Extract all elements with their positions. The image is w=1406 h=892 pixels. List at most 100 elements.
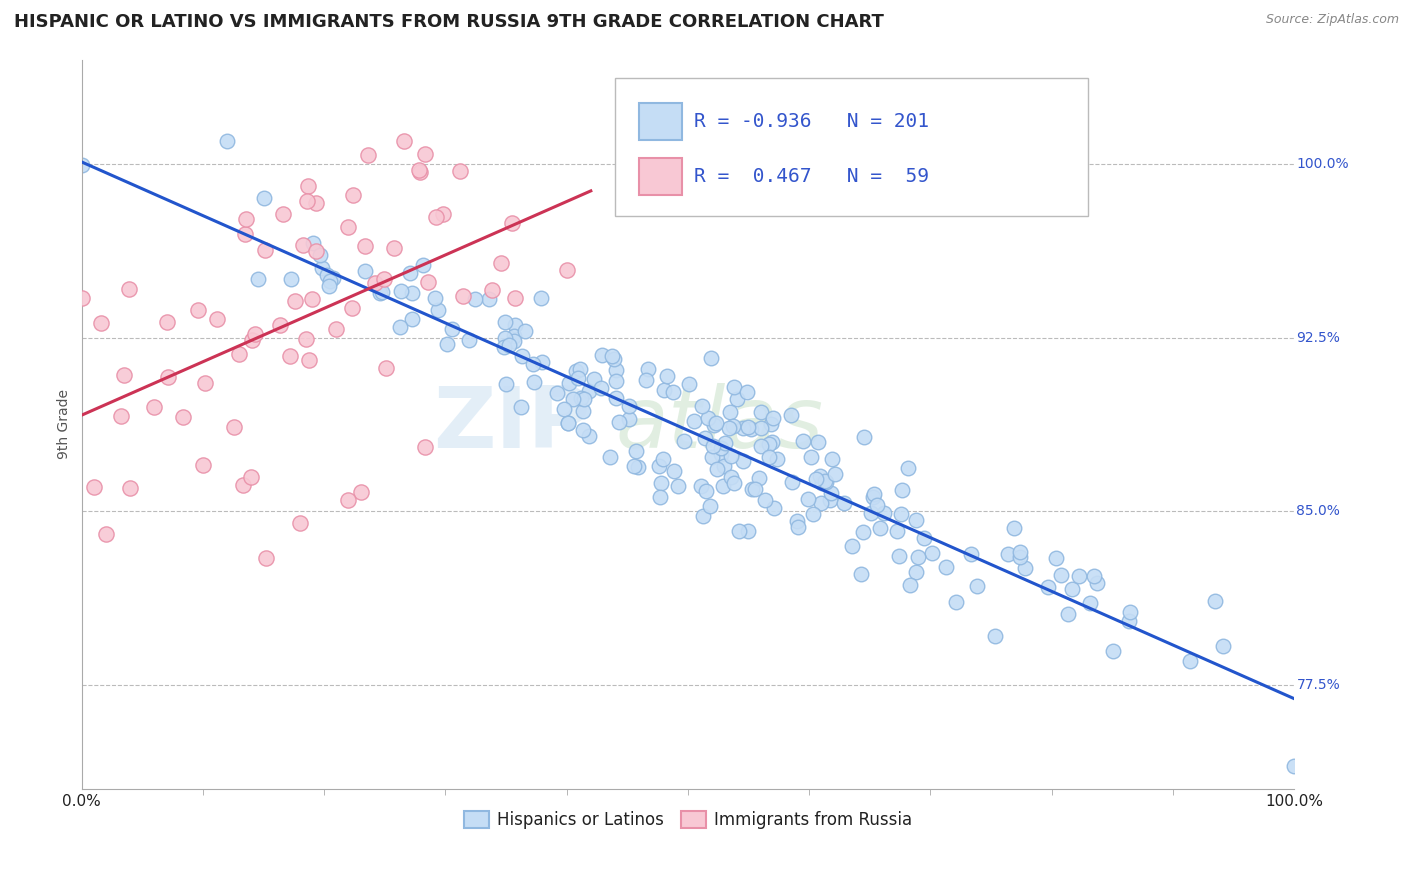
Point — [510, 349, 533, 363]
Point — [1212, 640, 1234, 654]
Text: ZIP: ZIP — [433, 383, 591, 466]
Point — [1180, 654, 1202, 668]
Point — [808, 468, 831, 483]
Point — [398, 266, 420, 280]
Point — [690, 399, 713, 413]
Point — [713, 458, 735, 473]
Point — [678, 377, 700, 392]
Point — [501, 216, 523, 230]
Point — [316, 268, 339, 282]
Point — [425, 210, 447, 224]
Point — [737, 524, 759, 539]
Point — [292, 237, 315, 252]
Point — [759, 417, 782, 431]
Point — [205, 312, 228, 326]
Point — [740, 422, 762, 436]
Point — [886, 524, 908, 538]
Point — [423, 291, 446, 305]
Point — [664, 464, 686, 478]
Point — [531, 355, 554, 369]
Point — [1038, 580, 1060, 594]
Point — [233, 227, 256, 241]
Point — [357, 148, 380, 162]
Point — [157, 370, 180, 384]
Point — [780, 408, 803, 422]
Text: R =  0.467   N =  59: R = 0.467 N = 59 — [695, 167, 929, 186]
Point — [143, 400, 166, 414]
Point — [650, 475, 672, 490]
Point — [489, 256, 512, 270]
Point — [408, 163, 430, 178]
Point — [503, 318, 526, 332]
Point — [801, 507, 824, 521]
Point — [710, 447, 733, 461]
Point — [859, 506, 882, 520]
Point — [723, 475, 745, 490]
Point — [494, 315, 516, 329]
Point — [623, 459, 645, 474]
Point — [253, 191, 276, 205]
Text: atlas: atlas — [614, 383, 823, 466]
Point — [810, 496, 832, 510]
Point — [737, 420, 759, 434]
Point — [792, 434, 814, 448]
Text: 85.0%: 85.0% — [1296, 504, 1340, 518]
Text: 92.5%: 92.5% — [1296, 331, 1340, 344]
Point — [786, 520, 808, 534]
Point — [744, 482, 766, 496]
Y-axis label: 9th Grade: 9th Grade — [58, 390, 72, 459]
Point — [319, 274, 342, 288]
Point — [605, 391, 627, 405]
Point — [800, 450, 823, 465]
Point — [502, 328, 524, 343]
Point — [1060, 582, 1083, 596]
Point — [997, 547, 1019, 561]
FancyBboxPatch shape — [640, 158, 682, 194]
Point — [887, 549, 910, 563]
Point — [353, 263, 375, 277]
Point — [728, 524, 751, 538]
Point — [1014, 561, 1036, 575]
Point — [494, 331, 516, 345]
Point — [766, 451, 789, 466]
Legend: Hispanics or Latinos, Immigrants from Russia: Hispanics or Latinos, Immigrants from Ru… — [457, 804, 918, 836]
Point — [288, 516, 311, 530]
Point — [711, 479, 734, 493]
Point — [699, 351, 721, 365]
Point — [375, 360, 398, 375]
Point — [921, 546, 943, 560]
Point — [273, 207, 295, 221]
Point — [655, 368, 678, 383]
Point — [824, 467, 846, 481]
Point — [682, 414, 704, 428]
Point — [436, 336, 458, 351]
Point — [718, 420, 741, 434]
Point — [70, 158, 93, 172]
Point — [692, 509, 714, 524]
Point — [370, 285, 392, 299]
Point — [904, 565, 927, 579]
Point — [945, 594, 967, 608]
Point — [571, 391, 593, 405]
Point — [217, 134, 239, 148]
Point — [295, 332, 318, 346]
Point — [699, 499, 721, 513]
Point — [718, 405, 741, 419]
Point — [325, 321, 347, 335]
Point — [567, 371, 589, 385]
Point — [368, 286, 391, 301]
Point — [1085, 576, 1108, 591]
Point — [599, 450, 621, 465]
Point — [1204, 593, 1226, 607]
Point — [1010, 550, 1032, 565]
Point — [191, 458, 214, 472]
Point — [415, 440, 437, 454]
Point — [689, 478, 711, 492]
Point — [720, 449, 742, 463]
Point — [555, 262, 578, 277]
Point — [851, 567, 873, 582]
Point — [935, 560, 957, 574]
Point — [401, 285, 423, 300]
Point — [389, 284, 412, 298]
Point — [304, 195, 326, 210]
